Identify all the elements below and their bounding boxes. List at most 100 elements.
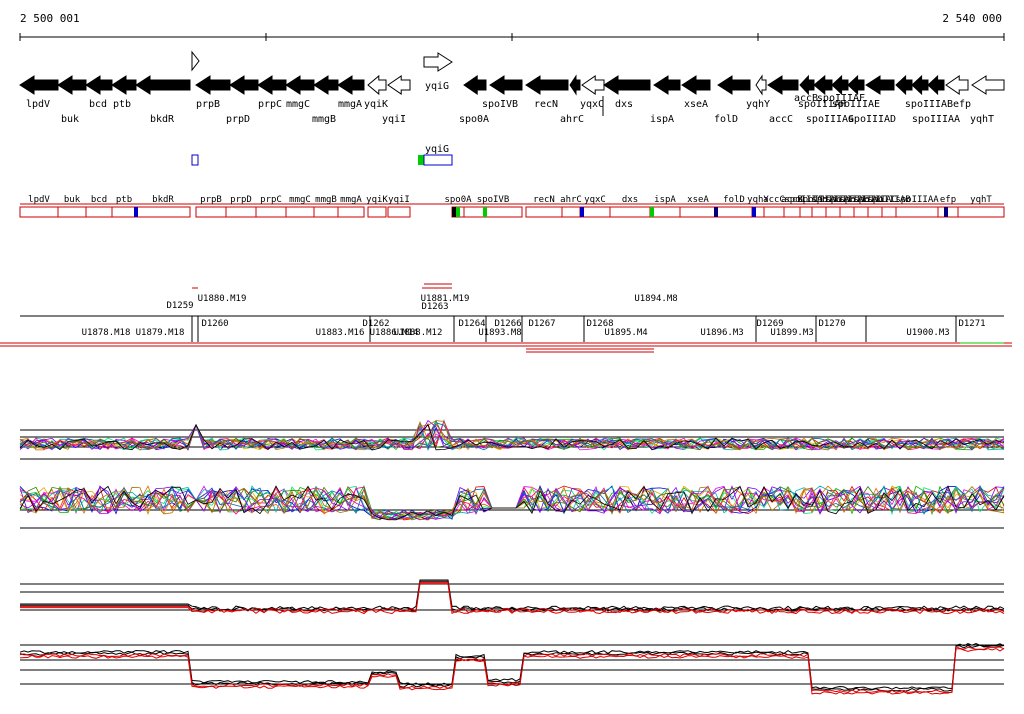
segment-label-lower: U1899.M3 <box>770 328 813 338</box>
gene-label-yqiK: yqiK <box>364 99 388 110</box>
segment-label-lower: U1878.M18 <box>82 328 131 338</box>
gene-arrow-yqiK <box>367 74 387 96</box>
coordinate-end: 2 540 000 <box>942 12 1002 25</box>
gene-arrow-spoIIIAF <box>847 74 865 96</box>
gene-label-folD: folD <box>714 114 738 125</box>
summary-trace-bottom <box>19 647 1005 695</box>
gene-label-prpD: prpD <box>226 114 250 125</box>
gene-label-ispA: ispA <box>650 114 674 125</box>
transcript-spoIIIAG <box>811 206 827 218</box>
summary-trace-bottom <box>19 642 1005 690</box>
transcript-spoIVB <box>463 206 523 218</box>
transcript-label-spoIIIAG: spoIIIAG <box>797 195 840 205</box>
segment-label-lower: U1893.M8 <box>478 328 521 338</box>
transcript-marker <box>944 207 948 217</box>
transcript-label-folD: folD <box>723 195 745 205</box>
gene-arrow-spoIVB <box>489 75 523 95</box>
gene-arrow-prpC <box>257 75 287 95</box>
summary-profiles <box>19 579 1005 695</box>
transcript-marker <box>580 207 584 217</box>
gene-arrow-bcd <box>85 75 113 95</box>
transcript-marker <box>483 207 487 217</box>
gene-label-yqhT: yqhT <box>970 114 994 125</box>
gene-marker <box>191 50 200 72</box>
transcript-label-yqiK: yqiK <box>366 195 388 205</box>
transcript-marker <box>714 207 718 217</box>
gene-arrow-yqhT <box>971 75 1005 95</box>
gene-arrow-prpD <box>229 75 259 95</box>
transcript-label-prpC: prpC <box>260 195 282 205</box>
gene-label-yqxC: yqxC <box>580 99 604 110</box>
rna-box-left <box>191 154 199 166</box>
expression-profiles <box>19 419 1005 529</box>
segment-label-lower: U1900.M3 <box>906 328 949 338</box>
transcript-label-prpB: prpB <box>200 195 222 205</box>
transcript-marker <box>752 207 756 217</box>
coordinate-start: 2 500 001 <box>20 12 80 25</box>
segment-label-lower: D1268 <box>586 319 613 329</box>
transcript-label-xseA: xseA <box>687 195 709 205</box>
transcript-label-recN: recN <box>533 195 555 205</box>
transcript-label-yqiI: yqiI <box>388 195 410 205</box>
segment-label-upper: D1263 <box>421 302 448 312</box>
transcript-ispA <box>649 206 681 218</box>
gene-arrow-buk <box>57 75 87 95</box>
rna-label: yqiG <box>425 144 449 155</box>
gene-label-spoIIIAE: spoIIIAE <box>832 99 880 110</box>
transcript-track: lpdV buk bcd ptb bkdR prpB prpD prpC mmgC mmgB mmg… <box>19 195 1005 218</box>
gene-arrow-bkdR <box>135 75 191 95</box>
transcript-label-spoIVB: spoIVB <box>477 195 510 205</box>
gene-arrow-spoIIIAG <box>831 74 849 96</box>
gene-label-ptb: ptb <box>113 99 131 110</box>
gene-label-spoIVB: spoIVB <box>482 99 518 110</box>
transcript-marker <box>134 207 138 217</box>
gene-arrow-recN <box>525 75 569 95</box>
transcript-folD <box>715 206 753 218</box>
transcript-label-mmgC: mmgC <box>289 195 311 205</box>
transcript-label-buk: buk <box>64 195 81 205</box>
transcript-yqiI <box>387 206 411 218</box>
gene-arrow-mmgA <box>337 75 365 95</box>
gene-label-accC: accC <box>769 114 793 125</box>
transcript-marker <box>456 207 460 217</box>
gene-label-spoIIIAG: spoIIIAG <box>806 114 854 125</box>
segment-label-lower: D1271 <box>958 319 985 329</box>
gene-arrow-yqhY <box>755 74 767 96</box>
summary-trace-top <box>20 580 1005 612</box>
transcript-buk <box>57 206 87 218</box>
transcript-accB <box>783 206 801 218</box>
transcript-label-prpD: prpD <box>230 195 252 205</box>
transcript-label-spoIIIAA: spoIIIAA <box>895 195 939 205</box>
gene-arrow-accC <box>767 75 799 95</box>
transcript-label-yqxC: yqxC <box>584 195 606 205</box>
summary-trace-top <box>20 581 1005 613</box>
transcript-prpD <box>225 206 257 218</box>
gene-arrow-spoIIIAE <box>865 75 895 95</box>
transcript-label-bkdR: bkdR <box>152 195 174 205</box>
gene-label-dxs: dxs <box>615 99 633 110</box>
transcript-spoIIIAH <box>799 206 813 218</box>
gene-label-yqiG: yqiG <box>425 81 449 92</box>
gene-arrow-ptb <box>111 75 137 95</box>
transcript-bkdR <box>135 206 191 218</box>
transcript-label-spoIIIAH: spoIIIAH <box>784 195 827 205</box>
transcript-label-ahrC: ahrC <box>560 195 582 205</box>
gene-label-spo0A: spo0A <box>459 114 489 125</box>
transcript-yqxC <box>579 206 611 218</box>
gene-arrow-dxs <box>603 75 651 95</box>
segment-label-lower: D1267 <box>528 319 555 329</box>
transcript-yqhT <box>957 206 1005 218</box>
gene-arrow-mmgC <box>285 75 315 95</box>
transcript-label-lpdV: lpdV <box>28 195 50 205</box>
gene-arrow-yqiI <box>387 75 411 95</box>
segment-label-lower: U1886.M14 <box>370 328 419 338</box>
gene-label-yqhY: yqhY <box>746 99 770 110</box>
transcript-spoIIIAB <box>881 206 897 218</box>
gene-label-prpB: prpB <box>196 99 220 110</box>
gene-label-buk: buk <box>61 114 79 125</box>
gene-label-mmgB: mmgB <box>312 114 336 125</box>
transcript-prpB <box>195 206 227 218</box>
transcript-label-spoIIIAC: spoIIIAC <box>853 195 896 205</box>
